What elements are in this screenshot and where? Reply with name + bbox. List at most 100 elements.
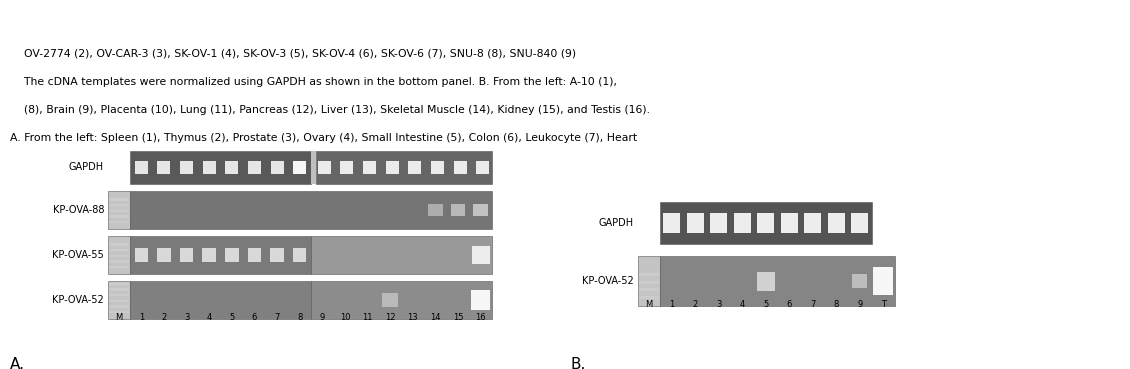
Bar xyxy=(805,213,822,233)
Bar xyxy=(757,213,774,233)
Text: 4: 4 xyxy=(740,300,745,309)
Bar xyxy=(108,305,129,308)
Bar xyxy=(247,161,261,174)
Text: 9: 9 xyxy=(320,313,325,322)
Text: 5: 5 xyxy=(229,313,234,322)
Bar xyxy=(293,248,306,262)
Text: 6: 6 xyxy=(252,313,258,322)
Text: 3: 3 xyxy=(716,300,721,309)
Bar xyxy=(638,288,659,291)
Text: 15: 15 xyxy=(453,313,463,322)
Bar xyxy=(316,151,492,184)
Bar xyxy=(108,198,129,200)
Text: GAPDH: GAPDH xyxy=(69,162,104,172)
Bar xyxy=(311,236,492,274)
Text: 13: 13 xyxy=(408,313,418,322)
Text: GAPDH: GAPDH xyxy=(599,218,634,228)
Bar xyxy=(180,248,193,262)
Text: (8), Brain (9), Placenta (10), Lung (11), Pancreas (12), Liver (13), Skeletal Mu: (8), Brain (9), Placenta (10), Lung (11)… xyxy=(10,105,650,115)
Text: A.: A. xyxy=(10,357,25,369)
Text: 14: 14 xyxy=(431,313,441,322)
Text: 9: 9 xyxy=(858,300,862,309)
Bar xyxy=(851,213,868,233)
Text: 2: 2 xyxy=(693,300,698,309)
Bar xyxy=(660,202,871,244)
Bar xyxy=(108,260,129,263)
Bar xyxy=(108,243,129,245)
Bar xyxy=(382,293,398,307)
Bar xyxy=(638,280,659,283)
Bar xyxy=(108,266,129,268)
Bar xyxy=(270,161,284,174)
Bar xyxy=(108,221,129,223)
Text: 11: 11 xyxy=(363,313,373,322)
Bar xyxy=(108,281,130,319)
Bar xyxy=(108,249,129,251)
Bar xyxy=(108,294,129,296)
Bar xyxy=(638,256,660,306)
Bar xyxy=(852,274,868,288)
Bar xyxy=(108,283,129,285)
Bar xyxy=(293,161,306,175)
Bar xyxy=(828,213,845,233)
Text: OV-2774 (2), OV-CAR-3 (3), SK-OV-1 (4), SK-OV-3 (5), SK-OV-4 (6), SK-OV-6 (7), S: OV-2774 (2), OV-CAR-3 (3), SK-OV-1 (4), … xyxy=(10,49,576,59)
Bar xyxy=(225,161,238,174)
Bar xyxy=(660,256,895,306)
Text: 12: 12 xyxy=(385,313,396,322)
Text: 7: 7 xyxy=(275,313,280,322)
Text: The cDNA templates were normalized using GAPDH as shown in the bottom panel. B. : The cDNA templates were normalized using… xyxy=(10,77,617,87)
Bar xyxy=(311,281,492,319)
Bar xyxy=(318,161,331,174)
Text: 8: 8 xyxy=(297,313,303,322)
Text: 3: 3 xyxy=(184,313,189,322)
Bar xyxy=(108,236,130,274)
Bar xyxy=(453,161,467,174)
Bar xyxy=(311,151,316,184)
Bar xyxy=(473,204,488,216)
Bar xyxy=(108,204,129,206)
Bar xyxy=(638,296,659,299)
Bar xyxy=(711,213,728,233)
Bar xyxy=(363,161,376,174)
Text: KP-OVA-88: KP-OVA-88 xyxy=(52,205,104,215)
Bar xyxy=(638,273,659,276)
Bar xyxy=(247,248,261,262)
Bar xyxy=(663,213,680,233)
Bar xyxy=(408,161,421,174)
Bar xyxy=(471,290,490,310)
Bar xyxy=(476,161,489,174)
Text: M: M xyxy=(645,300,653,309)
Bar xyxy=(202,248,216,262)
Text: 5: 5 xyxy=(763,300,768,309)
Text: 8: 8 xyxy=(834,300,838,309)
Bar xyxy=(781,213,798,233)
Bar xyxy=(108,300,129,302)
Text: KP-OVA-52: KP-OVA-52 xyxy=(52,295,104,305)
Text: 1: 1 xyxy=(139,313,144,322)
Bar xyxy=(757,272,774,290)
Bar xyxy=(134,161,148,174)
Bar xyxy=(130,151,311,184)
Text: 7: 7 xyxy=(810,300,816,309)
Bar xyxy=(270,248,284,262)
Bar xyxy=(108,255,129,257)
Text: KP-OVA-52: KP-OVA-52 xyxy=(582,276,634,286)
Bar xyxy=(108,311,129,313)
Text: 16: 16 xyxy=(476,313,486,322)
Bar xyxy=(202,161,216,174)
Bar xyxy=(873,267,893,295)
Text: A. From the left: Spleen (1), Thymus (2), Prostate (3), Ovary (4), Small Intesti: A. From the left: Spleen (1), Thymus (2)… xyxy=(10,133,637,143)
Bar xyxy=(687,213,704,233)
Bar xyxy=(134,248,148,262)
Bar xyxy=(108,191,130,229)
Bar xyxy=(340,161,354,174)
Bar xyxy=(225,248,238,262)
Bar xyxy=(180,161,193,174)
Text: M: M xyxy=(115,313,123,322)
Bar xyxy=(108,215,129,218)
Text: 1: 1 xyxy=(669,300,675,309)
Text: 4: 4 xyxy=(207,313,211,322)
Bar xyxy=(108,210,129,212)
Bar xyxy=(108,288,129,290)
Bar xyxy=(431,161,444,174)
